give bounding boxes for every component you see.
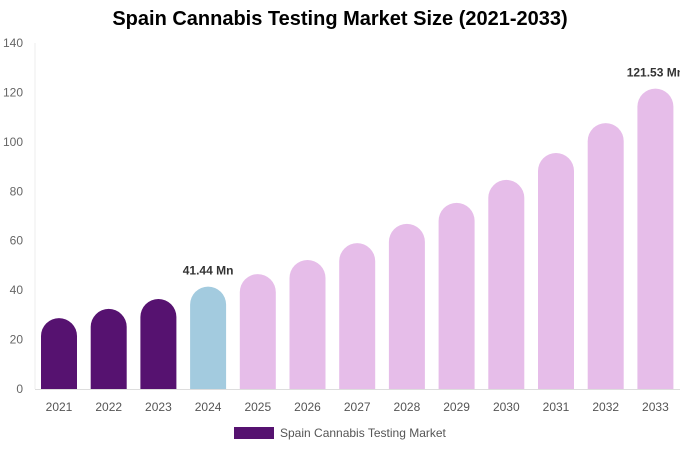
y-tick-label: 60 (10, 234, 24, 248)
legend-swatch (234, 427, 274, 439)
x-tick-label: 2028 (394, 400, 421, 414)
x-tick-label: 2025 (244, 400, 271, 414)
y-tick-label: 0 (16, 382, 23, 396)
legend[interactable]: Spain Cannabis Testing Market (234, 426, 446, 440)
bar-2024 (190, 286, 227, 389)
bar-2021 (41, 318, 77, 389)
x-tick-label: 2024 (195, 400, 222, 414)
x-tick-label: 2029 (443, 400, 470, 414)
bar-2022 (90, 308, 127, 389)
bar-2031 (538, 152, 574, 389)
bar-2023 (140, 299, 177, 389)
x-tick-label: 2033 (642, 400, 669, 414)
data-label-2024: 41.44 Mn (183, 264, 234, 278)
bar-2032 (587, 123, 624, 389)
x-tick-label: 2027 (344, 400, 371, 414)
bar-2027 (339, 243, 376, 389)
x-tick-label: 2026 (294, 400, 321, 414)
y-tick-label: 20 (10, 333, 24, 347)
y-tick-label: 140 (3, 36, 23, 50)
legend-label: Spain Cannabis Testing Market (280, 426, 446, 440)
bar-2026 (289, 259, 326, 389)
bar-2033 (637, 88, 674, 390)
x-tick-label: 2023 (145, 400, 172, 414)
x-tick-label: 2022 (95, 400, 122, 414)
bar-2028 (388, 223, 425, 389)
bar-2029 (438, 202, 475, 389)
x-tick-label: 2021 (46, 400, 73, 414)
x-tick-label: 2030 (493, 400, 520, 414)
x-tick-label: 2032 (592, 400, 619, 414)
y-tick-label: 120 (3, 85, 23, 99)
bar-2025 (239, 274, 276, 389)
y-tick-label: 80 (10, 184, 24, 198)
chart-title: Spain Cannabis Testing Market Size (2021… (112, 8, 568, 30)
data-label-2033: 121.53 Mn (627, 66, 680, 80)
x-tick-label: 2031 (543, 400, 570, 414)
bar-2030 (488, 179, 525, 389)
y-tick-label: 100 (3, 135, 23, 149)
y-tick-label: 40 (10, 283, 24, 297)
